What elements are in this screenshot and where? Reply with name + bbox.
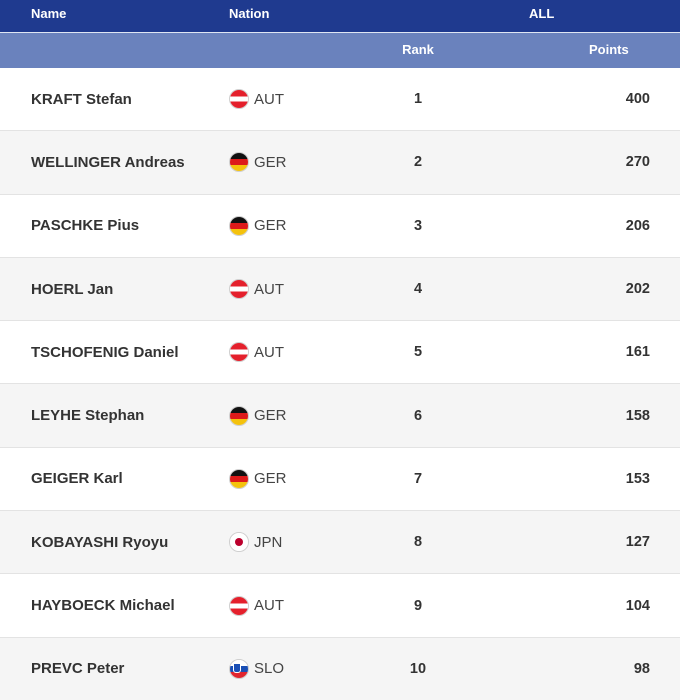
table-row[interactable]: PASCHKE Pius GER 3 206: [0, 195, 680, 258]
athlete-name[interactable]: HAYBOECK Michael: [31, 597, 175, 615]
points-value: 161: [625, 344, 650, 361]
rank-value: 9: [413, 597, 423, 614]
points-value: 206: [625, 217, 650, 234]
points-column-header[interactable]: Points: [589, 42, 629, 57]
nation-cell: AUT: [229, 574, 284, 636]
name-column-header[interactable]: Name: [31, 6, 67, 21]
rank-value: 5: [413, 344, 423, 361]
points-value: 158: [625, 407, 650, 424]
points-value: 270: [625, 154, 650, 171]
table-header-primary: Name Nation ALL: [0, 0, 680, 33]
athlete-name[interactable]: LEYHE Stephan: [31, 407, 145, 425]
table-row[interactable]: LEYHE Stephan GER 6 158: [0, 384, 680, 448]
rank-value: 7: [413, 470, 423, 487]
nation-cell: GER: [229, 131, 287, 193]
table-row[interactable]: HOERL Jan AUT 4 202: [0, 257, 680, 322]
nation-cell: AUT: [229, 258, 284, 320]
table-row[interactable]: KOBAYASHI Ryoyu JPN 8 127: [0, 511, 680, 575]
rank-value: 6: [413, 407, 423, 424]
athlete-name[interactable]: PREVC Peter: [31, 660, 125, 678]
nation-cell: GER: [229, 448, 287, 510]
nation-code: AUT: [254, 343, 284, 361]
nation-code: GER: [254, 407, 287, 425]
germany-flag-icon: [229, 215, 249, 236]
slovenia-flag-icon: [229, 658, 249, 679]
points-value: 202: [625, 281, 650, 298]
table-row[interactable]: GEIGER Karl GER 7 153: [0, 448, 680, 512]
nation-cell: SLO: [229, 638, 284, 700]
athlete-name[interactable]: PASCHKE Pius: [31, 217, 140, 235]
all-group-header: ALL: [529, 6, 555, 21]
austria-flag-icon: [229, 89, 249, 110]
nation-cell: JPN: [229, 511, 282, 573]
rank-value: 8: [413, 534, 423, 551]
nation-cell: GER: [229, 195, 287, 257]
nation-code: AUT: [254, 90, 284, 108]
japan-flag-icon: [229, 532, 249, 553]
table-row[interactable]: WELLINGER Andreas GER 2 270: [0, 131, 680, 195]
rank-value: 3: [413, 217, 423, 234]
nation-cell: AUT: [229, 68, 284, 130]
athlete-name[interactable]: GEIGER Karl: [31, 470, 123, 488]
table-row[interactable]: HAYBOECK Michael AUT 9 104: [0, 574, 680, 638]
rank-value: 10: [409, 660, 427, 677]
nation-cell: GER: [229, 384, 287, 446]
austria-flag-icon: [229, 279, 249, 300]
austria-flag-icon: [229, 595, 249, 616]
athlete-name[interactable]: KOBAYASHI Ryoyu: [31, 533, 169, 551]
nation-code: AUT: [254, 280, 284, 298]
germany-flag-icon: [229, 405, 249, 426]
table-row[interactable]: KRAFT Stefan AUT 1 400: [0, 68, 680, 132]
rank-value: 4: [413, 281, 423, 298]
points-value: 400: [625, 91, 650, 108]
table-row[interactable]: TSCHOFENIG Daniel AUT 5 161: [0, 321, 680, 385]
rank-value: 1: [413, 91, 423, 108]
rank-value: 2: [413, 154, 423, 171]
nation-code: GER: [254, 470, 287, 488]
austria-flag-icon: [229, 342, 249, 363]
athlete-name[interactable]: WELLINGER Andreas: [31, 153, 185, 171]
table-header-secondary: Rank Points: [0, 33, 680, 68]
points-value: 104: [625, 597, 650, 614]
germany-flag-icon: [229, 468, 249, 489]
table-row[interactable]: PREVC Peter SLO 10 98: [0, 637, 680, 700]
nation-code: GER: [254, 153, 287, 171]
points-value: 98: [633, 660, 650, 677]
nation-code: GER: [254, 217, 287, 235]
rank-column-header[interactable]: Rank: [402, 42, 434, 57]
athlete-name[interactable]: KRAFT Stefan: [31, 90, 132, 108]
standings-table-body: KRAFT Stefan AUT 1 400 WELLINGER Andreas GER 2…: [0, 68, 680, 700]
nation-cell: AUT: [229, 321, 284, 383]
athlete-name[interactable]: HOERL Jan: [31, 280, 114, 298]
nation-code: AUT: [254, 597, 284, 615]
nation-code: SLO: [254, 660, 285, 678]
nation-column-header[interactable]: Nation: [229, 6, 270, 21]
athlete-name[interactable]: TSCHOFENIG Daniel: [31, 343, 179, 361]
points-value: 127: [625, 534, 650, 551]
nation-code: JPN: [254, 533, 283, 551]
germany-flag-icon: [229, 152, 249, 173]
points-value: 153: [625, 470, 650, 487]
